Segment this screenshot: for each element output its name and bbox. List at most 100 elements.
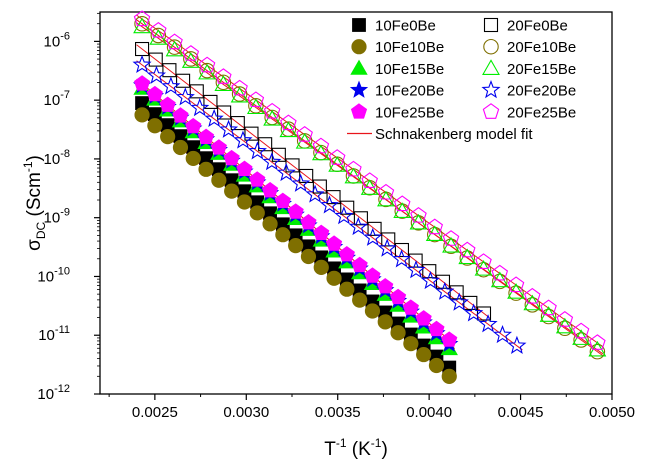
legend-label-10Fe20Be: 10Fe20Be bbox=[375, 83, 444, 100]
point-20Fe0Be bbox=[449, 285, 464, 300]
point-20Fe10Be bbox=[524, 297, 541, 313]
point-20Fe25Be bbox=[231, 79, 248, 96]
point-20Fe25Be bbox=[442, 230, 460, 246]
point-20Fe25Be bbox=[312, 137, 330, 154]
point-20Fe25Be bbox=[459, 241, 476, 258]
x-tick-label: 0.0050 bbox=[589, 404, 635, 421]
point-20Fe0Be bbox=[326, 190, 341, 205]
point-20Fe10Be bbox=[166, 39, 183, 55]
legend-marker-20Fe20Be bbox=[481, 80, 501, 99]
point-10Fe25Be bbox=[210, 139, 227, 155]
point-10Fe10Be bbox=[134, 107, 150, 123]
point-20Fe25Be bbox=[361, 172, 378, 188]
point-20Fe20Be bbox=[291, 173, 311, 192]
point-20Fe25Be bbox=[410, 206, 427, 223]
point-20Fe25Be bbox=[540, 299, 557, 316]
point-20Fe20Be bbox=[175, 87, 195, 106]
y-tick-label: 10-12 bbox=[37, 383, 70, 403]
point-10Fe10Be bbox=[416, 346, 432, 363]
point-20Fe20Be bbox=[377, 238, 397, 257]
point-10Fe25Be bbox=[313, 224, 330, 241]
point-10Fe10Be bbox=[313, 259, 329, 276]
point-10Fe25Be bbox=[364, 267, 381, 283]
point-10Fe25Be bbox=[389, 288, 407, 305]
point-10Fe10Be bbox=[390, 325, 406, 341]
point-20Fe0Be bbox=[340, 200, 355, 215]
point-20Fe0Be bbox=[394, 242, 409, 258]
point-20Fe0Be bbox=[258, 137, 273, 152]
series-10Fe25Be bbox=[133, 75, 458, 347]
point-10Fe10Be bbox=[249, 205, 265, 221]
point-10Fe10Be bbox=[339, 281, 355, 297]
point-20Fe20Be bbox=[190, 98, 210, 117]
series-20Fe25Be bbox=[133, 10, 606, 350]
point-10Fe25Be bbox=[351, 256, 368, 273]
point-10Fe25Be bbox=[146, 85, 163, 102]
point-20Fe20Be bbox=[305, 184, 325, 203]
legend-label-fit: Schnakenberg model fit bbox=[375, 126, 533, 143]
point-10Fe10Be bbox=[352, 292, 368, 308]
point-20Fe0Be bbox=[381, 232, 396, 247]
point-20Fe0Be bbox=[162, 63, 177, 78]
point-20Fe25Be bbox=[556, 311, 574, 327]
legend-label-10Fe15Be: 10Fe15Be bbox=[375, 61, 444, 78]
point-20Fe20Be bbox=[478, 314, 498, 333]
y-tick-label: 10-6 bbox=[44, 30, 70, 50]
point-20Fe20Be bbox=[348, 216, 368, 236]
x-tick-label: 0.0040 bbox=[406, 404, 452, 421]
point-20Fe20Be bbox=[392, 249, 412, 268]
x-tick-label: 0.0045 bbox=[498, 404, 544, 421]
point-10Fe10Be bbox=[377, 314, 393, 330]
point-20Fe0Be bbox=[422, 264, 437, 279]
point-10Fe25Be bbox=[223, 149, 240, 166]
legend-label-10Fe10Be: 10Fe10Be bbox=[375, 39, 444, 56]
point-20Fe0Be bbox=[217, 105, 232, 120]
point-20Fe25Be bbox=[572, 322, 590, 339]
point-10Fe10Be bbox=[300, 248, 317, 265]
point-20Fe10Be bbox=[459, 250, 476, 266]
point-10Fe10Be bbox=[262, 216, 278, 232]
point-20Fe25Be bbox=[296, 126, 313, 142]
legend-label-10Fe0Be: 10Fe0Be bbox=[375, 18, 436, 35]
point-10Fe10Be bbox=[185, 150, 201, 167]
point-20Fe20Be bbox=[146, 65, 167, 84]
legend: 10Fe0Be 10Fe10Be 10Fe15Be 10Fe20Be 10Fe25Be 2… bbox=[347, 18, 576, 143]
point-20Fe25Be bbox=[247, 91, 265, 108]
point-20Fe25Be bbox=[215, 68, 232, 84]
point-10Fe10Be bbox=[441, 368, 457, 384]
point-20Fe0Be bbox=[189, 84, 204, 99]
point-20Fe10Be bbox=[508, 285, 524, 301]
point-20Fe20Be bbox=[435, 281, 455, 300]
point-20Fe0Be bbox=[176, 73, 191, 88]
point-20Fe0Be bbox=[312, 179, 327, 194]
point-20Fe25Be bbox=[133, 10, 151, 27]
point-20Fe25Be bbox=[589, 334, 606, 350]
point-20Fe20Be bbox=[219, 119, 239, 138]
legend-marker-10Fe15Be bbox=[350, 59, 368, 75]
point-20Fe25Be bbox=[280, 114, 297, 131]
point-10Fe25Be bbox=[274, 192, 291, 209]
y-tick-label: 10-11 bbox=[38, 324, 70, 344]
data-markers bbox=[132, 10, 607, 384]
point-10Fe10Be bbox=[403, 336, 419, 352]
x-tick-label: 0.0025 bbox=[132, 404, 178, 421]
point-20Fe20Be bbox=[204, 108, 224, 128]
point-10Fe25Be bbox=[133, 75, 151, 91]
point-10Fe25Be bbox=[159, 96, 176, 112]
point-10Fe25Be bbox=[415, 310, 432, 326]
point-10Fe25Be bbox=[441, 331, 458, 347]
point-20Fe10Be bbox=[557, 320, 573, 337]
point-10Fe25Be bbox=[236, 160, 253, 176]
point-10Fe25Be bbox=[300, 213, 317, 230]
point-10Fe25Be bbox=[325, 235, 343, 251]
legend-marker-20Fe15Be bbox=[482, 59, 500, 75]
point-20Fe10Be bbox=[134, 16, 150, 32]
point-10Fe25Be bbox=[197, 128, 215, 144]
point-10Fe10Be bbox=[364, 303, 381, 319]
legend-marker-10Fe20Be bbox=[349, 80, 369, 98]
legend-label-20Fe25Be: 20Fe25Be bbox=[507, 104, 576, 121]
legend-label-20Fe15Be: 20Fe15Be bbox=[507, 61, 576, 78]
y-axis-label: σDC (Scm-1) bbox=[21, 155, 48, 251]
point-10Fe10Be bbox=[326, 270, 342, 286]
point-10Fe10Be bbox=[198, 161, 214, 177]
